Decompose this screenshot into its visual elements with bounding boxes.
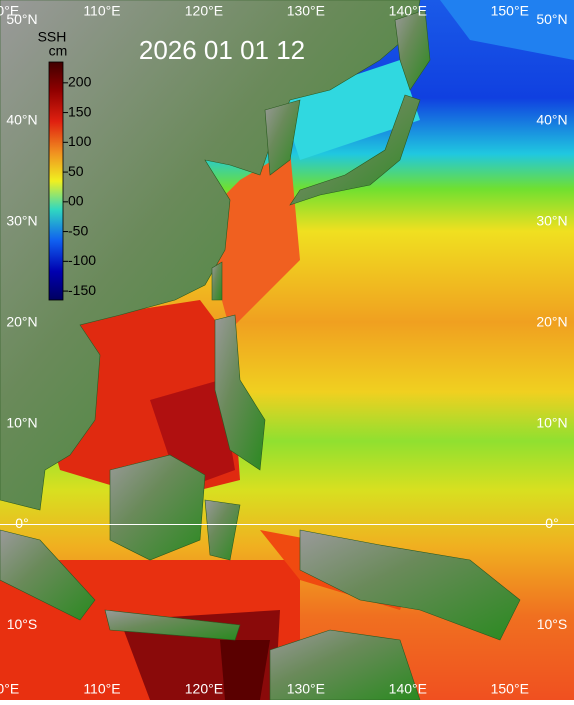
lat-label: 20°N	[536, 313, 567, 329]
lat-label: 10°S	[537, 616, 568, 632]
lat-label: 10°N	[536, 414, 567, 430]
colorbar	[48, 61, 64, 301]
lon-label: 110°E	[83, 3, 120, 19]
lat-label: 50°N	[6, 11, 37, 27]
colorbar-tick-label: 00	[68, 193, 84, 209]
lat-label: 50°N	[536, 11, 567, 27]
lat-label: 10°N	[6, 414, 37, 430]
lat-label: 40°N	[6, 112, 37, 128]
lon-label: 150°E	[491, 681, 529, 697]
colorbar-unit: cm	[49, 43, 68, 59]
colorbar-tick-label: 50	[68, 163, 84, 179]
lat-label: 10°S	[7, 616, 38, 632]
lat-label: 20°N	[6, 313, 37, 329]
lat-label: 0°	[15, 515, 28, 531]
lon-label: 120°E	[185, 681, 223, 697]
colorbar-tick-label: 150	[68, 103, 92, 119]
colorbar-tick-label: -50	[68, 222, 88, 238]
land	[0, 0, 521, 701]
lon-label: 140°E	[389, 681, 427, 697]
colorbar-tick-label: -100	[68, 252, 96, 268]
lat-label: 40°N	[536, 112, 567, 128]
colorbar-tick-label: 200	[68, 74, 92, 90]
lon-label: 140°E	[389, 3, 427, 19]
lon-label: 120°E	[185, 3, 223, 19]
lat-label: 0°	[545, 515, 558, 531]
lon-label: 130°E	[287, 3, 325, 19]
lon-label: 130°E	[287, 681, 325, 697]
lat-label: 30°N	[536, 213, 567, 229]
colorbar-title: SSH	[38, 29, 67, 45]
lon-label: 100°E	[0, 3, 19, 19]
lon-label: 100°E	[0, 681, 19, 697]
colorbar-tick-label: -150	[68, 282, 96, 298]
map-title: 2026 01 01 12	[139, 35, 305, 65]
lon-label: 150°E	[491, 3, 529, 19]
lat-label: 30°N	[6, 213, 37, 229]
colorbar-tick-label: 100	[68, 133, 92, 149]
lon-label: 110°E	[83, 681, 120, 697]
